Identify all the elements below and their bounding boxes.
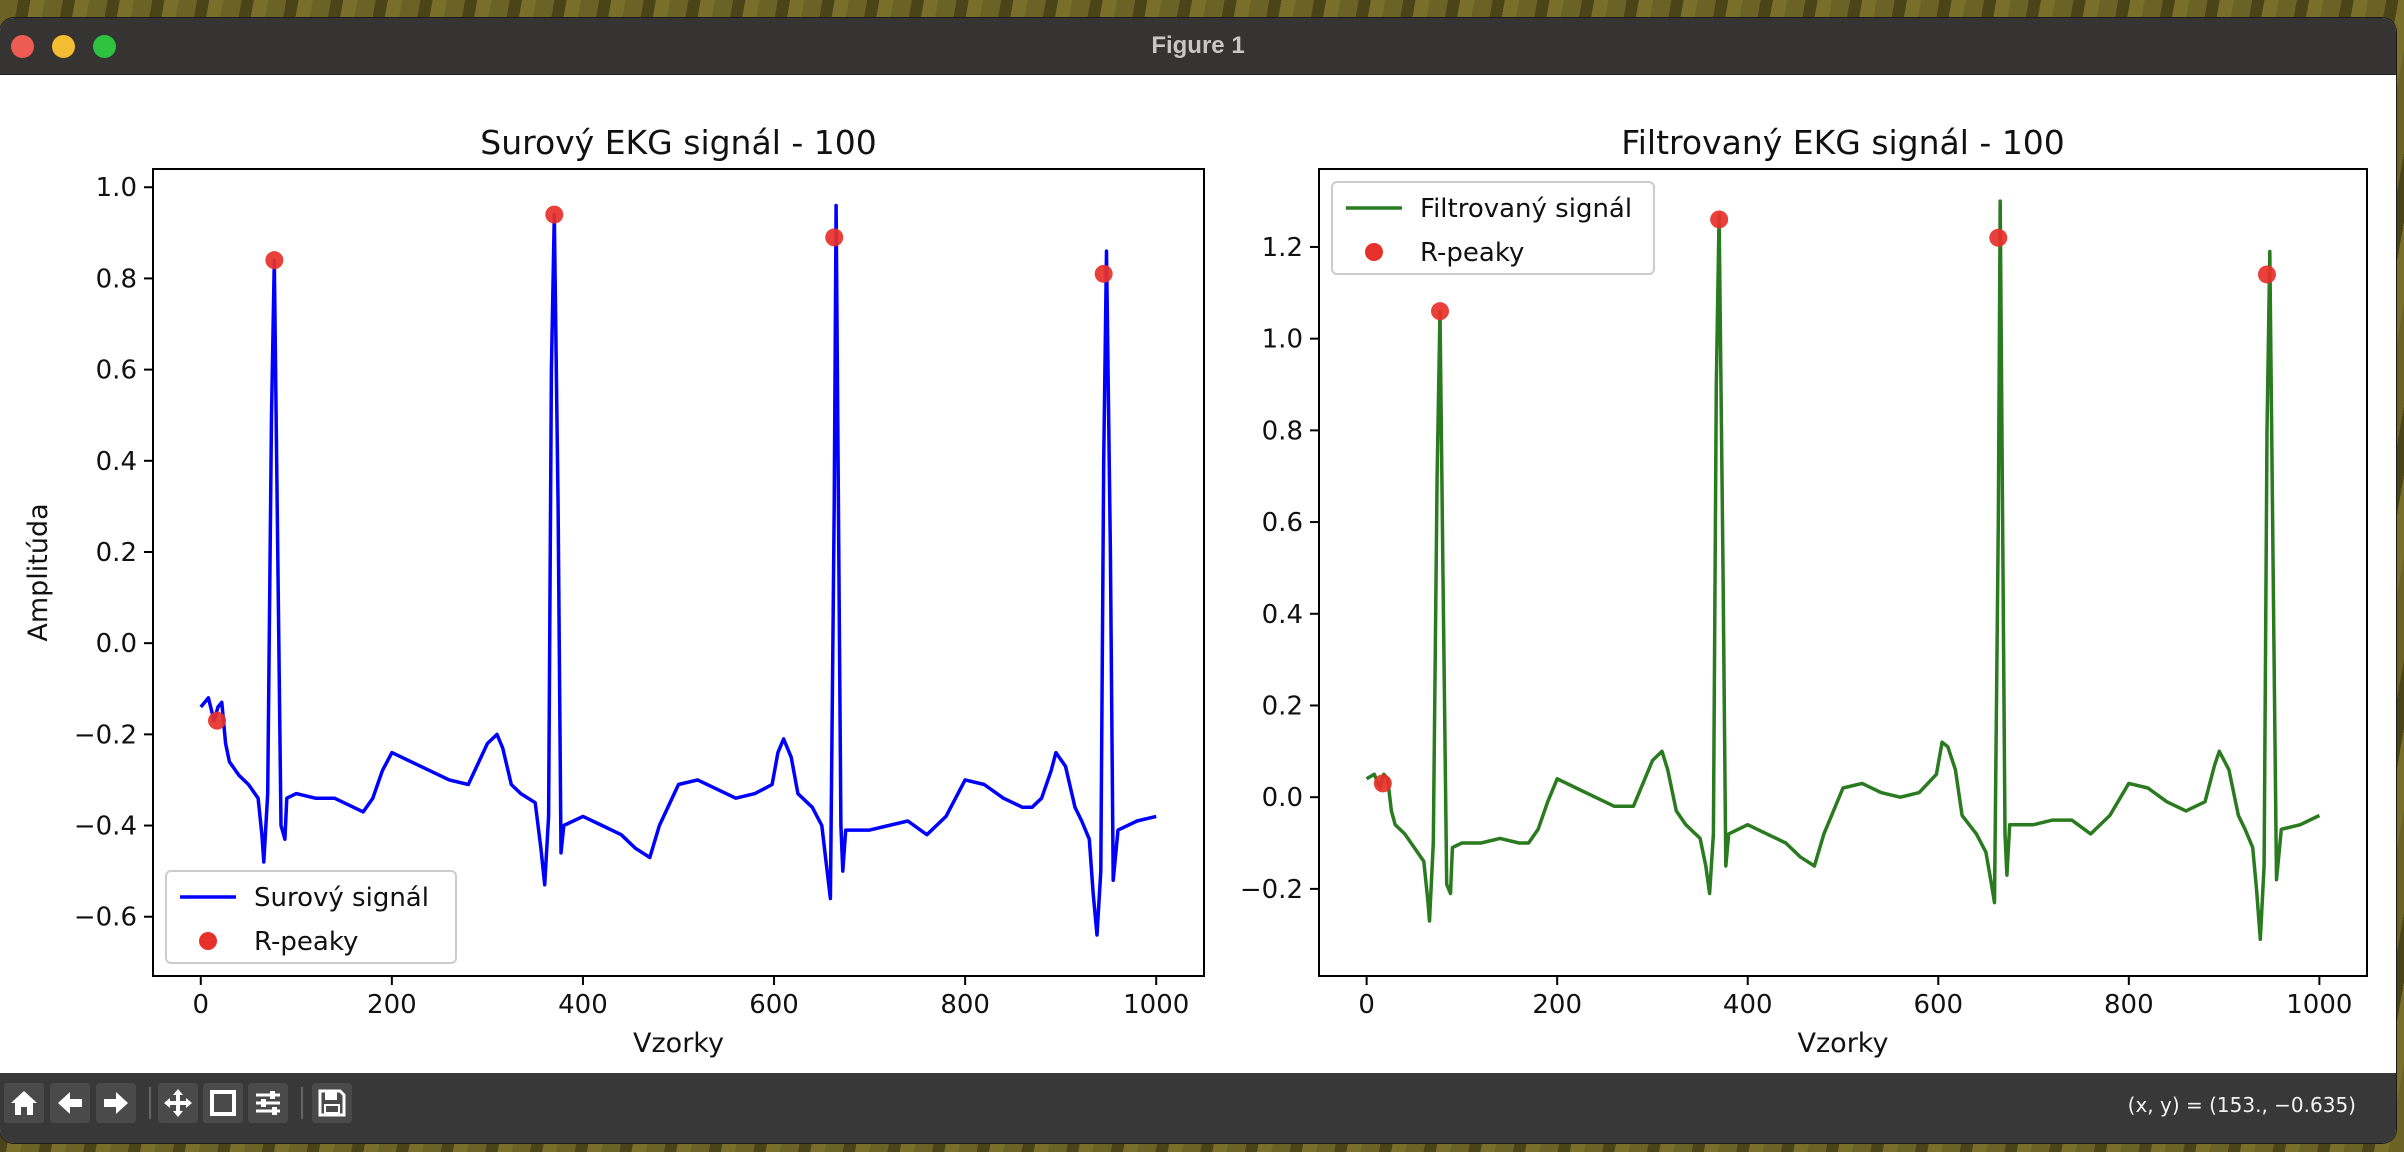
y-tick-label: 0.0	[1262, 783, 1303, 813]
y-tick-label: 0.8	[96, 264, 137, 294]
y-tick-label: 0.6	[96, 356, 137, 386]
save-icon[interactable]	[312, 1083, 352, 1123]
x-tick-label: 200	[1532, 990, 1582, 1020]
x-tick-label: 200	[367, 990, 417, 1020]
legend-marker-swatch	[199, 932, 217, 950]
y-tick-label: 1.0	[1262, 325, 1303, 355]
legend-label: R-peaky	[1420, 238, 1524, 268]
r-peak-marker	[1373, 774, 1392, 793]
r-peak-marker	[1094, 264, 1113, 283]
chart-1: Surový EKG signál - 100 0 200 400 600 800 1000…	[23, 123, 1205, 1059]
legend: Surový signál R-peaky	[165, 870, 457, 964]
close-button[interactable]	[11, 35, 34, 58]
r-peak-marker	[545, 205, 564, 224]
x-tick-label: 600	[1913, 990, 1963, 1020]
x-tick-label: 0	[192, 990, 209, 1020]
series-group	[199, 203, 1157, 937]
toolbar-separator	[301, 1087, 303, 1119]
home-icon[interactable]	[4, 1083, 44, 1123]
y-tick-label: −0.6	[74, 903, 137, 933]
legend-marker-swatch	[1365, 243, 1383, 261]
x-tick-label: 400	[558, 990, 608, 1020]
title-bar: Figure 1	[0, 18, 2396, 75]
y-tick-label: 0.0	[96, 629, 137, 659]
r-peak-marker	[1430, 302, 1449, 321]
legend-box	[165, 870, 457, 964]
navigation-toolbar: (x, y) = (153., −0.635)	[0, 1073, 2396, 1143]
y-tick-label: 0.6	[1262, 508, 1303, 538]
minimize-button[interactable]	[52, 35, 75, 58]
r-peak-marker	[825, 228, 844, 247]
charts-svg: Surový EKG signál - 100 0 200 400 600 800 1000…	[23, 123, 2368, 1059]
r-peak-marker	[1710, 210, 1729, 229]
r-peak-marker	[208, 711, 227, 730]
legend-label: R-peaky	[254, 927, 358, 957]
signal-line	[1365, 199, 2321, 942]
y-tick-label: 0.2	[96, 538, 137, 568]
y-axis-label: Amplitúda	[23, 503, 54, 641]
configure-subplots-icon[interactable]	[248, 1083, 288, 1123]
x-tick-label: 400	[1723, 990, 1773, 1020]
legend-label: Surový signál	[254, 883, 429, 913]
y-tick-label: 1.2	[1262, 233, 1303, 263]
signal-line	[199, 203, 1157, 937]
y-tick-label: 1.0	[96, 173, 137, 203]
window-title: Figure 1	[1151, 32, 1245, 59]
chart-2: Filtrovaný EKG signál - 100 0 200 400 600 800…	[1240, 123, 2368, 1059]
chart-title: Surový EKG signál - 100	[480, 123, 876, 162]
y-tick-label: 0.2	[1262, 691, 1303, 721]
x-tick-label: 600	[749, 990, 799, 1020]
legend: Filtrovaný signál R-peaky	[1331, 181, 1655, 275]
r-peak-marker	[1989, 228, 2008, 247]
chart-title: Filtrovaný EKG signál - 100	[1621, 123, 2065, 162]
x-axis-label: Vzorky	[1798, 1028, 1889, 1059]
x-tick-label: 1000	[2286, 990, 2352, 1020]
y-tick-label: 0.4	[1262, 600, 1303, 630]
r-peak-marker	[265, 251, 284, 270]
y-tick-label: −0.2	[1240, 875, 1303, 905]
x-tick-label: 0	[1358, 990, 1375, 1020]
plot-frame	[1318, 168, 2368, 977]
y-tick-label: 0.8	[1262, 416, 1303, 446]
x-tick-label: 1000	[1123, 990, 1189, 1020]
plot-frame	[152, 168, 1205, 977]
y-tick-label: −0.2	[74, 720, 137, 750]
legend-label: Filtrovaný signál	[1420, 194, 1632, 224]
forward-arrow-icon[interactable]	[96, 1083, 136, 1123]
y-tick-label: −0.4	[74, 812, 137, 842]
cursor-coordinates: (x, y) = (153., −0.635)	[2127, 1093, 2356, 1117]
maximize-button[interactable]	[93, 35, 116, 58]
legend-box	[1331, 181, 1655, 275]
figure-window: Figure 1 Surový EKG signál - 100 0 200 400 6…	[0, 18, 2396, 1143]
pan-icon[interactable]	[158, 1083, 198, 1123]
x-tick-label: 800	[940, 990, 990, 1020]
y-tick-label: 0.4	[96, 447, 137, 477]
x-axis-label: Vzorky	[633, 1028, 724, 1059]
figure-canvas[interactable]: Surový EKG signál - 100 0 200 400 600 800 1000…	[0, 75, 2396, 1070]
toolbar-separator	[149, 1087, 151, 1119]
r-peak-marker	[2257, 265, 2276, 284]
zoom-icon[interactable]	[203, 1083, 243, 1123]
series-group	[1365, 199, 2321, 942]
back-arrow-icon[interactable]	[50, 1083, 90, 1123]
x-tick-label: 800	[2104, 990, 2154, 1020]
